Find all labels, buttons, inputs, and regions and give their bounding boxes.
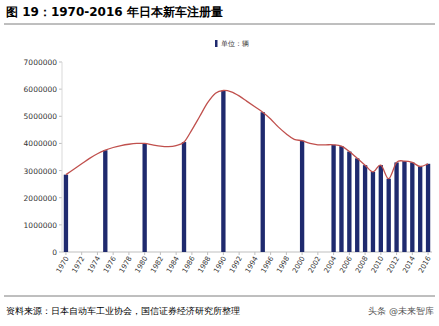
y-tick-label: 0 [52, 248, 57, 257]
bar [182, 142, 186, 252]
x-tick [396, 252, 397, 255]
x-tick-label: 1972 [71, 255, 87, 274]
x-tick-label: 1980 [134, 255, 150, 274]
x-tick-label: 1994 [244, 255, 260, 275]
x-tick [254, 252, 255, 255]
bar [261, 112, 265, 252]
legend-label: 单位：辆 [221, 40, 249, 48]
x-tick-label: 1982 [149, 255, 165, 274]
x-tick [81, 252, 82, 255]
y-tick-label: 1000000 [24, 221, 58, 230]
y-axis [62, 62, 63, 252]
plot-area [64, 90, 430, 252]
x-tick [176, 252, 177, 255]
source-rule [4, 296, 435, 297]
x-tick-label: 1990 [212, 255, 228, 274]
bar [347, 152, 351, 252]
x-tick-label: 2006 [338, 255, 354, 275]
bar [331, 145, 335, 252]
bar [339, 146, 343, 252]
x-tick-label: 1970 [55, 255, 71, 274]
chart: 图 19：1970-2016 年日本新车注册量 0 1000000 2000000 30… [0, 0, 439, 326]
x-tick [317, 252, 318, 255]
bar [418, 167, 422, 253]
x-tick [333, 252, 334, 255]
x-tick-label: 1996 [260, 255, 276, 275]
x-tick-label: 1976 [102, 255, 118, 275]
x-tick [160, 252, 161, 255]
x-axis [62, 252, 432, 253]
x-tick [270, 252, 271, 255]
legend-swatch [215, 40, 218, 47]
x-tick-label: 1978 [118, 255, 134, 274]
x-tick [380, 252, 381, 255]
x-tick [349, 252, 350, 255]
x-tick [207, 252, 208, 255]
title: 图 19：1970-2016 年日本新车注册量 [6, 5, 223, 19]
bar [387, 179, 391, 252]
x-tick [428, 252, 429, 255]
x-tick [286, 252, 287, 255]
watermark: 头条 @未来智库 [368, 306, 434, 316]
x-tick-label: 2010 [370, 255, 386, 274]
line [66, 90, 428, 178]
x-tick-label: 1988 [197, 255, 213, 274]
x-tick [223, 252, 224, 255]
x-tick [128, 252, 129, 255]
x-tick-label: 1984 [165, 255, 181, 275]
bar [379, 165, 383, 252]
bar [402, 161, 406, 252]
x-tick-label: 1998 [275, 255, 291, 274]
x-tick-label: 2000 [291, 255, 307, 274]
x-tick [412, 252, 413, 255]
bar [394, 162, 398, 252]
x-tick-label: 1974 [86, 255, 102, 275]
x-tick-label: 2012 [385, 255, 401, 274]
x-tick-label: 1992 [228, 255, 244, 274]
source: 资料来源：日本自动车工业协会，国信证券经济研究所整理 [6, 306, 240, 316]
y-tick-label: 2000000 [24, 194, 58, 203]
y-tick-label: 5000000 [24, 112, 58, 121]
x-tick [65, 252, 66, 255]
x-tick-label: 2002 [307, 255, 323, 274]
bar [103, 150, 107, 252]
y-tick-label: 4000000 [24, 139, 58, 148]
x-tick [302, 252, 303, 255]
x-tick [239, 252, 240, 255]
x-tick [113, 252, 114, 255]
x-tick-label: 2004 [322, 255, 338, 275]
y-tick-label: 3000000 [24, 167, 58, 176]
bar [410, 162, 414, 252]
y-tick-label: 7000000 [24, 58, 58, 67]
x-tick-label: 2008 [354, 255, 370, 274]
bar [426, 164, 430, 252]
y-tick-label: 6000000 [24, 85, 58, 94]
x-tick-label: 2016 [417, 255, 433, 275]
title-rule [4, 24, 435, 25]
x-tick-label: 1986 [181, 255, 197, 275]
x-tick-label: 2014 [401, 255, 417, 275]
x-tick [144, 252, 145, 255]
x-tick [97, 252, 98, 255]
bar [355, 158, 359, 252]
bar [142, 143, 146, 252]
bar [300, 141, 304, 252]
x-tick [191, 252, 192, 255]
bar [64, 175, 68, 252]
bar [371, 172, 375, 252]
bar [363, 165, 367, 252]
bar [221, 91, 225, 253]
x-tick [365, 252, 366, 255]
